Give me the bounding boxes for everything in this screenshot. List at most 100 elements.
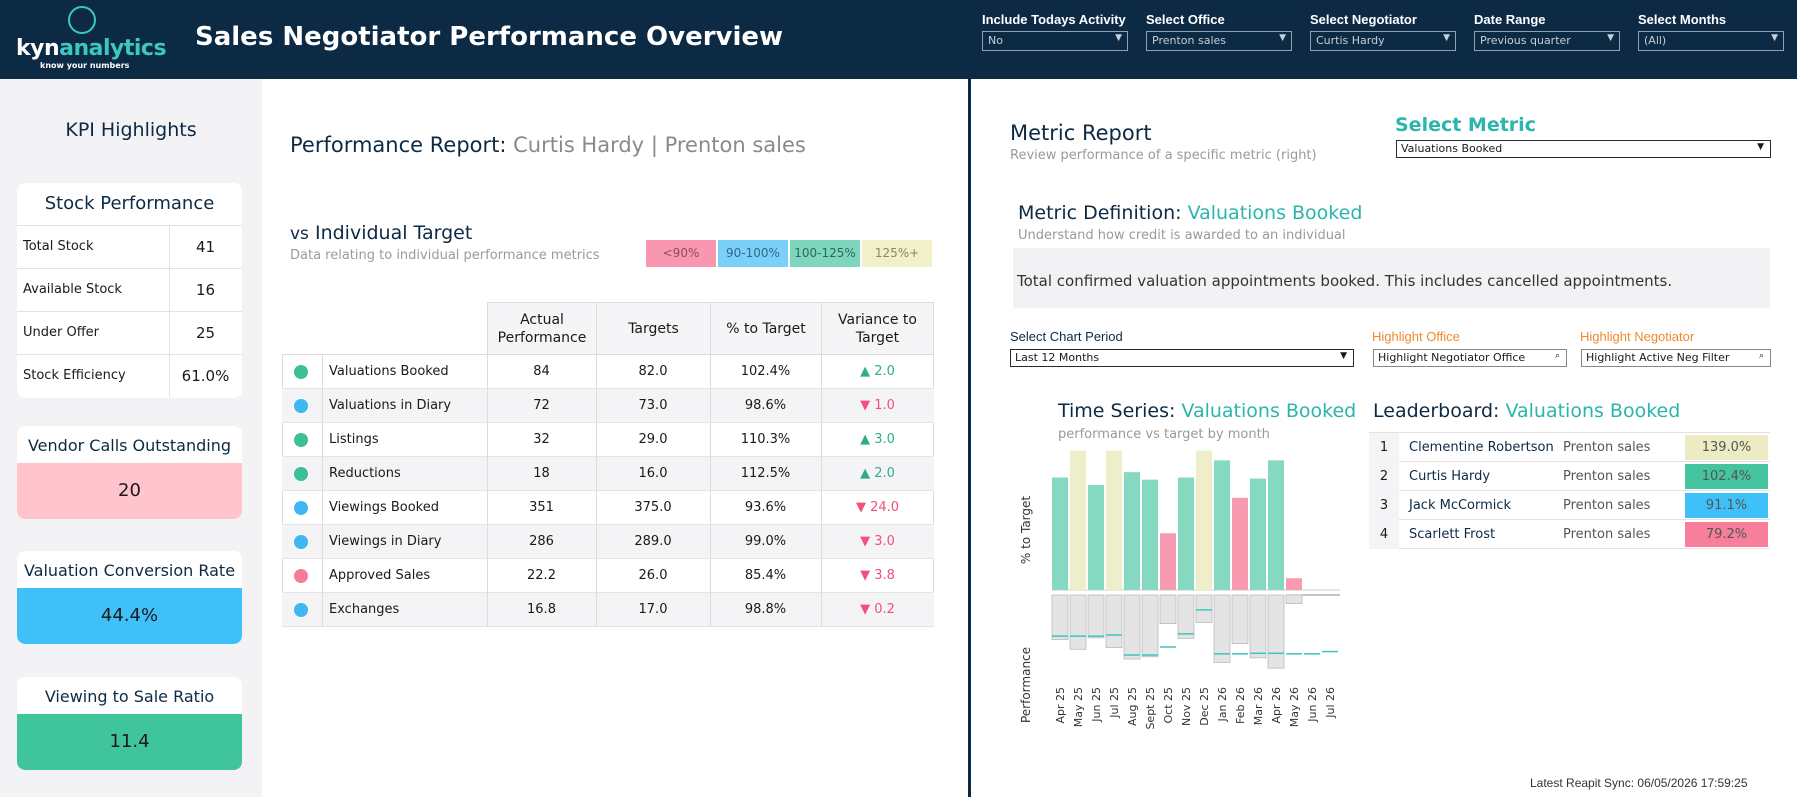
performance-bar: [1267, 594, 1285, 669]
time-series-title: Time Series: Valuations Booked: [1058, 400, 1357, 422]
highlight-negotiator-label: Highlight Negotiator: [1580, 329, 1695, 344]
cell-var: ▼ 1.0: [860, 398, 895, 413]
logo-mark-icon: [68, 6, 96, 34]
filter-date-range: Date Range Previous quarter ▼: [1474, 12, 1620, 51]
chevron-down-icon: ▼: [1115, 33, 1122, 43]
filter-dropdown-office[interactable]: Prenton sales ▼: [1146, 31, 1292, 51]
x-tick-label: May 25: [1072, 687, 1085, 727]
filter-dropdown-negotiator[interactable]: Curtis Hardy ▼: [1310, 31, 1456, 51]
cell-var: ▼ 24.0: [855, 500, 900, 515]
pct-bar: [1142, 479, 1158, 590]
filter-dropdown-include-today[interactable]: No ▼: [982, 31, 1128, 51]
performance-bar: [1177, 594, 1195, 639]
cell-var: ▼ 0.2: [860, 602, 895, 617]
filter-office: Select Office Prenton sales ▼: [1146, 12, 1292, 51]
search-icon: ⌕: [1758, 351, 1764, 361]
card-title: Valuation Conversion Rate: [23, 561, 236, 580]
x-tick-label: Jul 26: [1324, 687, 1337, 719]
x-tick-label: May 26: [1288, 687, 1301, 727]
status-dot-icon: [294, 501, 308, 515]
select-metric-dropdown[interactable]: Valuations Booked ▼: [1396, 140, 1771, 158]
stock-label: Total Stock: [23, 239, 94, 254]
highlight-negotiator-input[interactable]: Highlight Active Neg Filter ⌕: [1581, 349, 1771, 367]
table-row: Reductions 18 16.0 112.5% ▲ 2.0: [282, 457, 934, 491]
pct-bar: [1286, 578, 1302, 590]
cell-name: Valuations in Diary: [329, 398, 452, 413]
performance-bar: [1087, 594, 1105, 639]
cell-var: ▲ 2.0: [860, 466, 895, 481]
leaderboard-name: Jack McCormick: [1409, 498, 1512, 513]
cell-actual: 84: [533, 364, 550, 379]
filter-label: Date Range: [1474, 12, 1546, 27]
cell-target: 26.0: [638, 568, 668, 583]
table-row: Exchanges 16.8 17.0 98.8% ▼ 0.2: [282, 593, 934, 627]
viewing-sale-ratio-card: Viewing to Sale Ratio 11.4: [17, 677, 242, 770]
leaderboard-row: 4 Scarlett Frost Prenton sales 79.2%: [1369, 520, 1770, 549]
performance-bar: [1213, 594, 1231, 663]
valuation-conversion-card: Valuation Conversion Rate 44.4%: [17, 551, 242, 644]
card-value: 11.4: [17, 714, 242, 770]
stock-row: Available Stock 16: [17, 268, 242, 311]
stock-label: Available Stock: [23, 282, 122, 297]
table-row: Listings 32 29.0 110.3% ▲ 3.0: [282, 423, 934, 457]
cell-pct: 98.8%: [744, 602, 787, 617]
header-bar: kynanalytics know your numbers Sales Neg…: [0, 0, 1797, 79]
leaderboard-rank: 3: [1369, 491, 1399, 520]
x-tick-label: Mar 26: [1252, 687, 1265, 725]
vs-target-subtitle: Data relating to individual performance …: [290, 248, 600, 263]
x-tick-label: Nov 25: [1180, 687, 1193, 726]
leaderboard-row: 2 Curtis Hardy Prenton sales 102.4%: [1369, 462, 1770, 491]
leaderboard-name: Clementine Robertson: [1409, 440, 1554, 455]
pct-bar: [1196, 450, 1212, 590]
filter-dropdown-date-range[interactable]: Previous quarter ▼: [1474, 31, 1620, 51]
cell-actual: 18: [533, 466, 550, 481]
performance-bar: [1231, 594, 1249, 644]
filter-dropdown-months[interactable]: (All) ▼: [1638, 31, 1784, 51]
cell-var: ▼ 3.8: [860, 568, 895, 583]
chevron-down-icon: ▼: [1771, 33, 1778, 43]
performance-bar: [1195, 594, 1213, 623]
logo-text: kynanalytics: [16, 36, 167, 61]
cell-var: ▲ 2.0: [860, 364, 895, 379]
leaderboard-pct: 139.0%: [1685, 435, 1768, 460]
cell-target: 82.0: [638, 364, 668, 379]
cell-target: 375.0: [634, 500, 672, 515]
cell-pct: 98.6%: [744, 398, 787, 413]
performance-bar: [1249, 594, 1267, 659]
search-icon: ⌕: [1554, 351, 1560, 361]
x-tick-label: Sept 25: [1144, 687, 1157, 730]
col-header-pct: % to Target: [710, 302, 821, 354]
cell-name: Listings: [329, 432, 379, 447]
cell-actual: 16.8: [527, 602, 556, 617]
cell-pct: 112.5%: [740, 466, 791, 481]
cell-target: 289.0: [634, 534, 672, 549]
cell-target: 17.0: [638, 602, 668, 617]
cell-name: Viewings Booked: [329, 500, 439, 515]
filter-label: Include Todays Activity: [982, 12, 1126, 27]
y-axis-label-bottom: Performance: [1019, 647, 1033, 723]
chevron-down-icon: ▼: [1757, 142, 1764, 152]
metric-definition-title: Metric Definition: Valuations Booked: [1018, 202, 1363, 224]
pct-bar: [1268, 460, 1284, 590]
highlight-office-input[interactable]: Highlight Negotiator Office ⌕: [1373, 349, 1567, 367]
time-series-subtitle: performance vs target by month: [1058, 427, 1270, 442]
pct-bar: [1070, 450, 1086, 590]
filter-label: Select Negotiator: [1310, 12, 1417, 27]
leaderboard-office: Prenton sales: [1563, 527, 1651, 542]
cell-actual: 286: [529, 534, 554, 549]
cell-name: Reductions: [329, 466, 401, 481]
performance-bar: [1069, 594, 1087, 650]
filter-label: Select Office: [1146, 12, 1225, 27]
chart-period-dropdown[interactable]: Last 12 Months ▼: [1010, 349, 1354, 367]
pct-bar: [1178, 477, 1194, 590]
card-title: Vendor Calls Outstanding: [27, 436, 232, 455]
leaderboard-rank: 4: [1369, 520, 1399, 549]
status-dot-icon: [294, 365, 308, 379]
table-row: Approved Sales 22.2 26.0 85.4% ▼ 3.8: [282, 559, 934, 593]
leaderboard-office: Prenton sales: [1563, 498, 1651, 513]
col-header-variance: Variance to Target: [821, 302, 934, 354]
performance-bar: [1141, 594, 1159, 658]
card-value: 20: [17, 463, 242, 519]
filter-negotiator: Select Negotiator Curtis Hardy ▼: [1310, 12, 1456, 51]
performance-bar: [1105, 594, 1123, 648]
